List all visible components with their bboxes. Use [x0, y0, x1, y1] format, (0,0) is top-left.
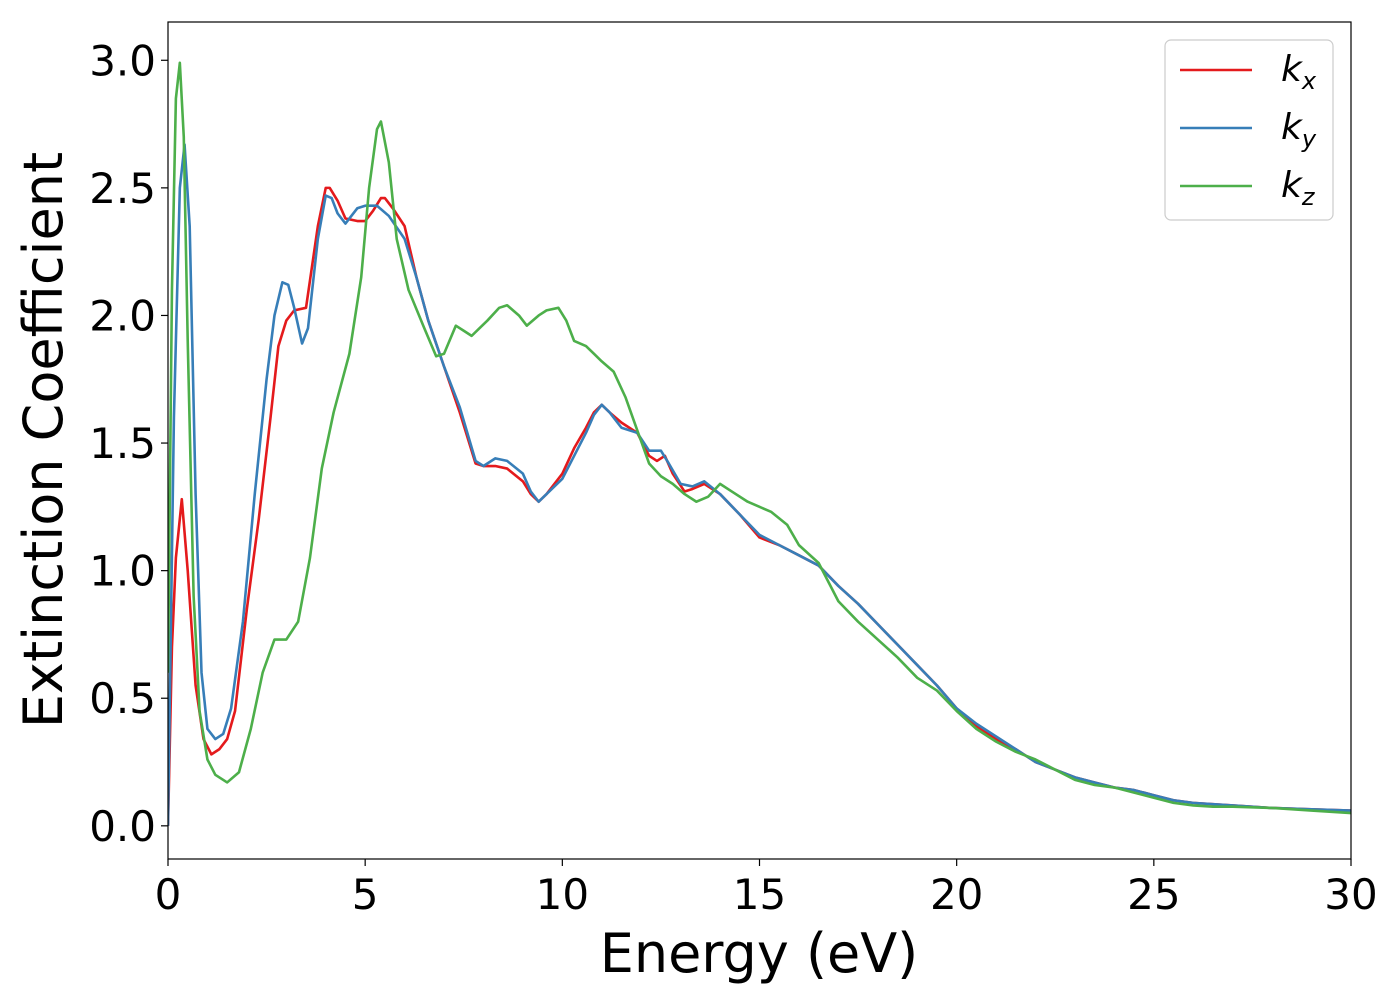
y-tick-label: 0.5: [89, 674, 156, 723]
y-tick-label: 3.0: [89, 36, 156, 85]
y-axis-title: Extinction Coefficient: [12, 152, 75, 728]
x-axis-title: Energy (eV): [600, 922, 919, 985]
series-line-x: [168, 186, 1351, 826]
x-tick-label: 20: [930, 870, 983, 919]
y-tick-label: 1.0: [89, 547, 156, 596]
x-tick-label: 25: [1127, 870, 1180, 919]
series-line-z: [168, 61, 1351, 815]
x-tick-label: 10: [536, 870, 589, 919]
x-tick-label: 0: [155, 870, 182, 919]
x-tick-label: 5: [352, 870, 379, 919]
x-tick-label: 30: [1324, 870, 1377, 919]
legend-box: [1164, 39, 1334, 221]
y-tick-label: 2.0: [89, 291, 156, 340]
x-axis: 0 5 10 15 20 25 30: [155, 859, 1378, 919]
y-tick-label: 2.5: [89, 164, 156, 213]
x-tick-label: 15: [733, 870, 786, 919]
y-tick-label: 0.0: [89, 802, 156, 851]
y-axis: 0.0 0.5 1.0 1.5 2.0 2.5 3.0: [89, 36, 168, 851]
y-tick-label: 1.5: [89, 419, 156, 468]
series-line-y: [168, 143, 1351, 826]
series-layer: [168, 61, 1351, 826]
